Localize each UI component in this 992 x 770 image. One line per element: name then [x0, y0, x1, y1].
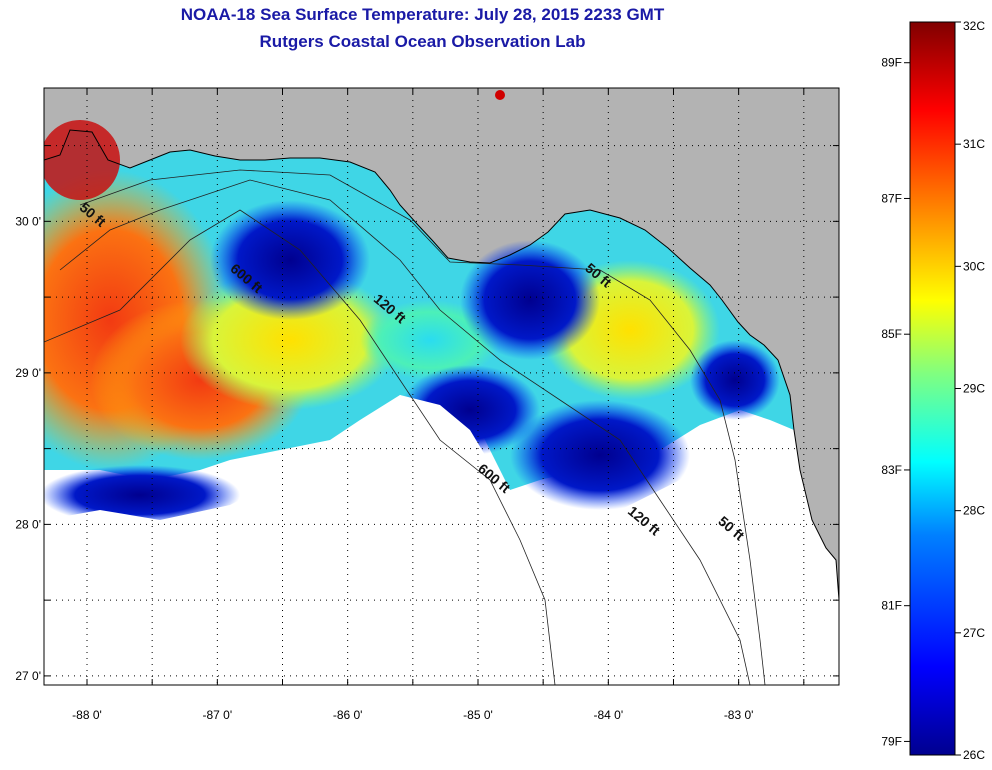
warm-speck: [495, 90, 505, 100]
cool-water-southwest-edge: [44, 465, 240, 525]
map-subtitle: Rutgers Coastal Ocean Observation Lab: [259, 32, 586, 51]
graticule: [44, 88, 839, 685]
lon-tick-label: -88 0': [72, 708, 102, 722]
lat-tick-label: 29 0': [15, 366, 41, 380]
lon-tick-label: -86 0': [333, 708, 363, 722]
map-border: [43, 87, 840, 686]
no-data-region: [44, 395, 839, 685]
lon-tick-label: -87 0': [203, 708, 233, 722]
cool-water-apalachicola: [460, 240, 600, 360]
contour-120ft: [59, 179, 751, 685]
cool-water-south: [510, 400, 690, 510]
lat-tick-label: 27 0': [15, 669, 41, 683]
lat-tick-label: 28 0': [15, 517, 41, 531]
contour-600ft: [44, 209, 556, 685]
lon-tick-label: -85 0': [463, 708, 493, 722]
cool-water-coastal-east: [690, 340, 780, 420]
coastline: [44, 129, 839, 601]
cool-water-pensacola: [210, 200, 370, 320]
map-title: NOAA-18 Sea Surface Temperature: July 28…: [180, 5, 665, 24]
lon-tick-label: -83 0': [724, 708, 754, 722]
land-mass: [44, 88, 839, 600]
warm-water-central: [180, 270, 400, 410]
contour-50ft: [79, 169, 766, 685]
axis-labels: -88 0' -87 0' -86 0' -85 0' -84 0' -83 0' 27 0…: [15, 214, 753, 722]
lon-tick-label: -84 0': [593, 708, 623, 722]
mobile-bay-warm: [44, 120, 120, 200]
lat-tick-label: 30 0': [15, 214, 41, 228]
